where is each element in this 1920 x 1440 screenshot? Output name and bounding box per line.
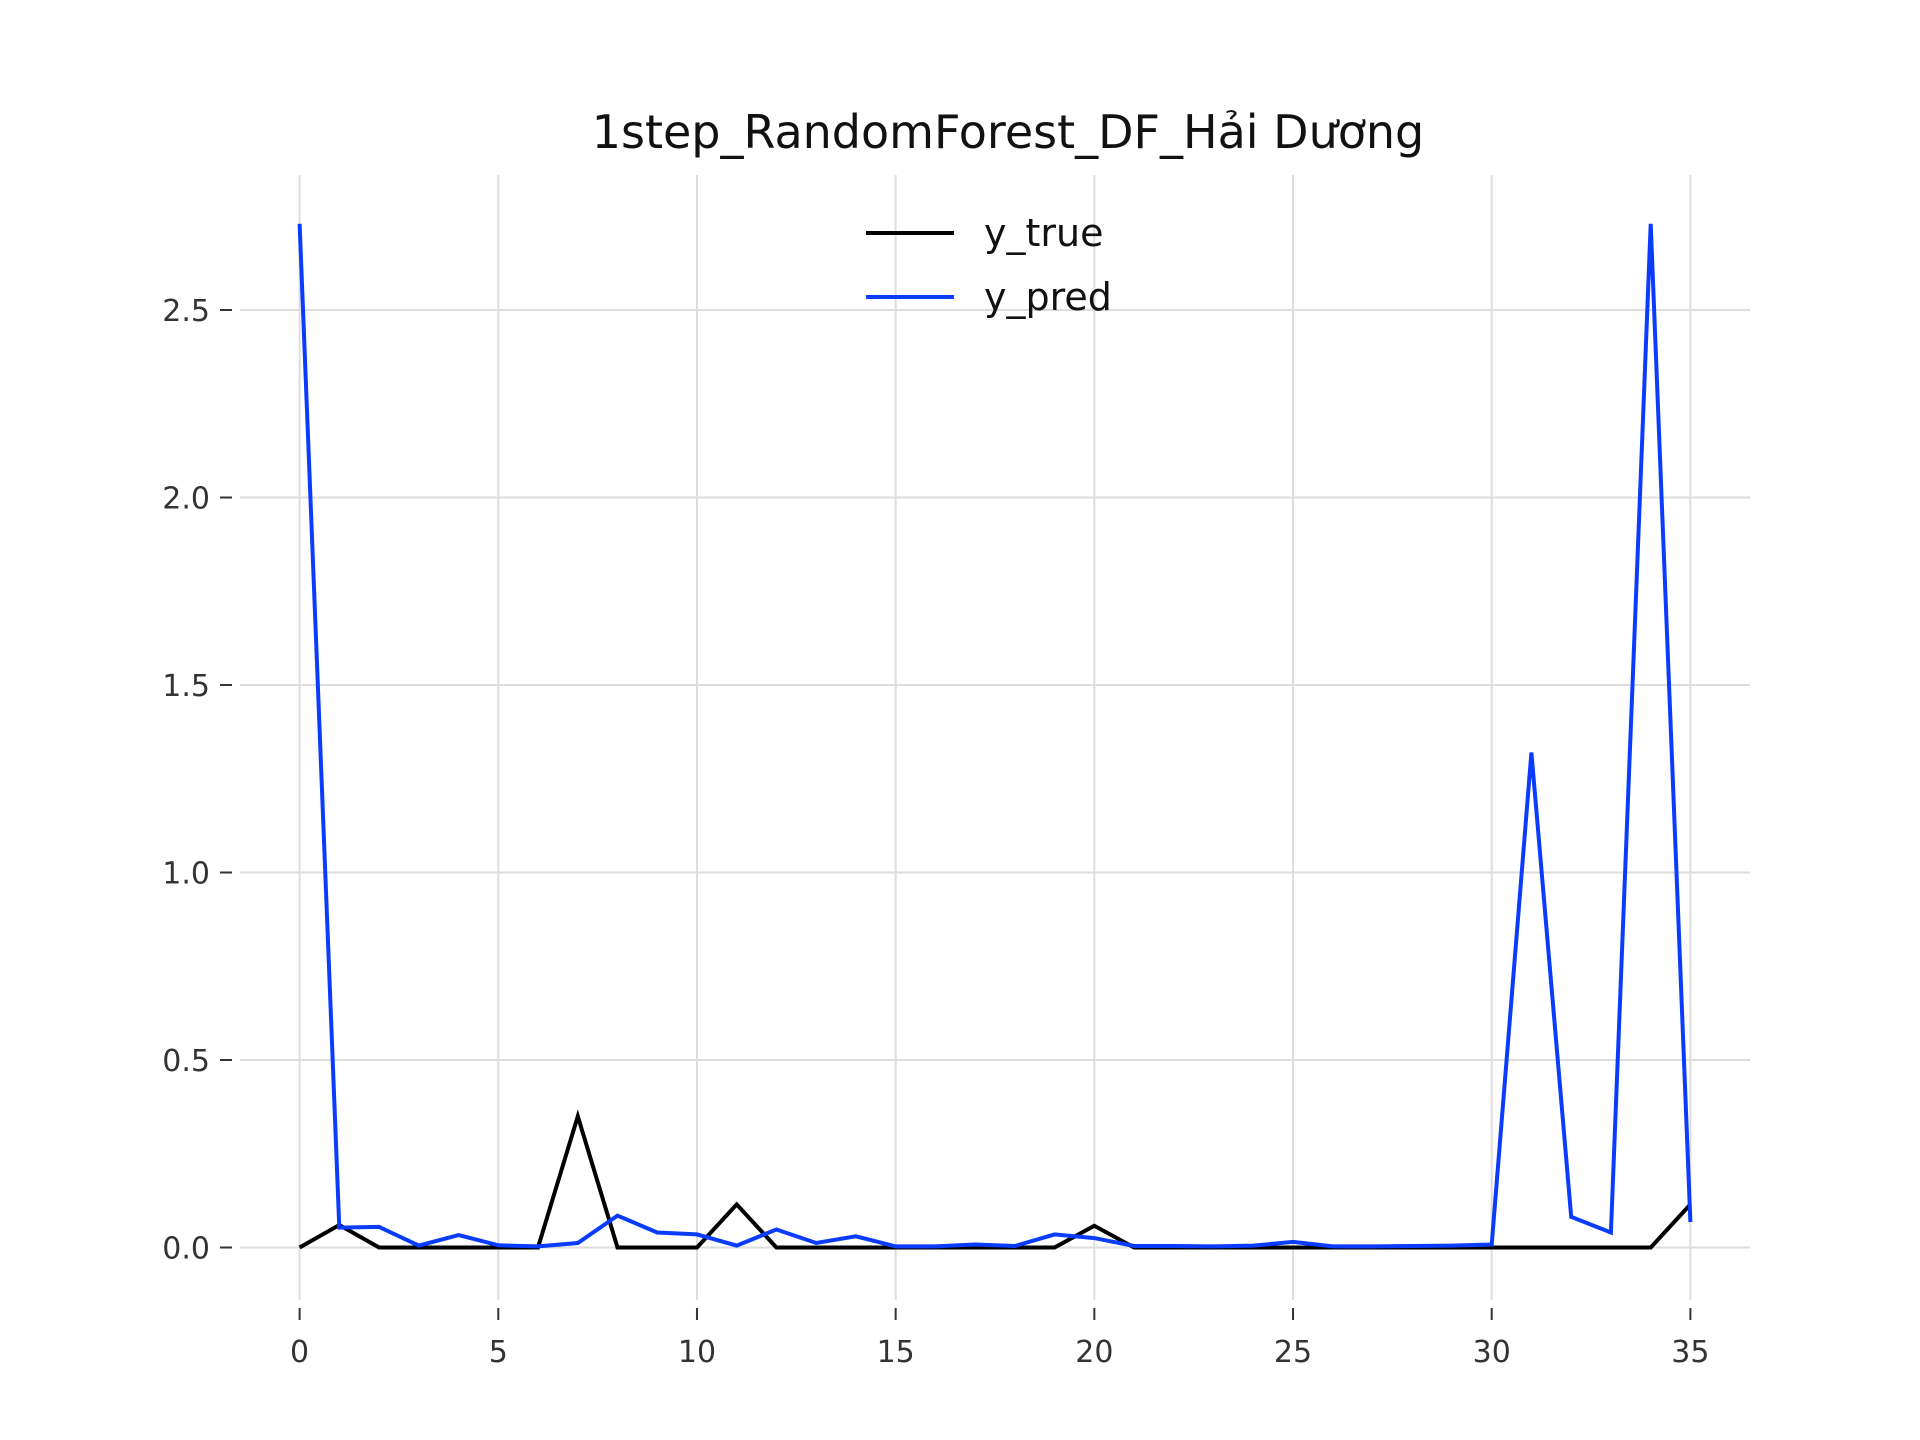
y-tick-label: 1.0: [162, 857, 210, 892]
series-line-y-true: [298, 1109, 1692, 1250]
y-tick-label: 2.0: [162, 482, 210, 517]
x-tick-label: 10: [678, 1335, 716, 1370]
y-tick-label: 0.5: [162, 1044, 210, 1079]
y-tick-label: 1.5: [162, 669, 210, 704]
gridlines: [240, 175, 1750, 1300]
x-tick-label: 30: [1473, 1335, 1511, 1370]
x-tick-label: 15: [877, 1335, 915, 1370]
legend-label-y-pred: y_pred: [984, 275, 1112, 319]
chart-title: 1step_RandomForest_DF_Hải Dương: [592, 105, 1425, 159]
plot-area: [297, 223, 1693, 1250]
x-tick-label: 35: [1671, 1335, 1709, 1370]
y-tick-label: 0.0: [162, 1232, 210, 1267]
legend: y_true y_pred: [866, 211, 1112, 319]
y-axis-ticks: 0.0 0.5 1.0 1.5 2.0 2.5: [162, 294, 232, 1267]
x-tick-label: 25: [1274, 1335, 1312, 1370]
x-tick-label: 20: [1075, 1335, 1113, 1370]
x-axis-ticks: 0 5 10 15 20 25 30 35: [290, 1308, 1709, 1370]
y-tick-label: 2.5: [162, 294, 210, 329]
x-tick-label: 5: [489, 1335, 508, 1370]
legend-label-y-true: y_true: [984, 211, 1103, 255]
x-tick-label: 0: [290, 1335, 309, 1370]
series-line-y-pred: [297, 223, 1693, 1249]
